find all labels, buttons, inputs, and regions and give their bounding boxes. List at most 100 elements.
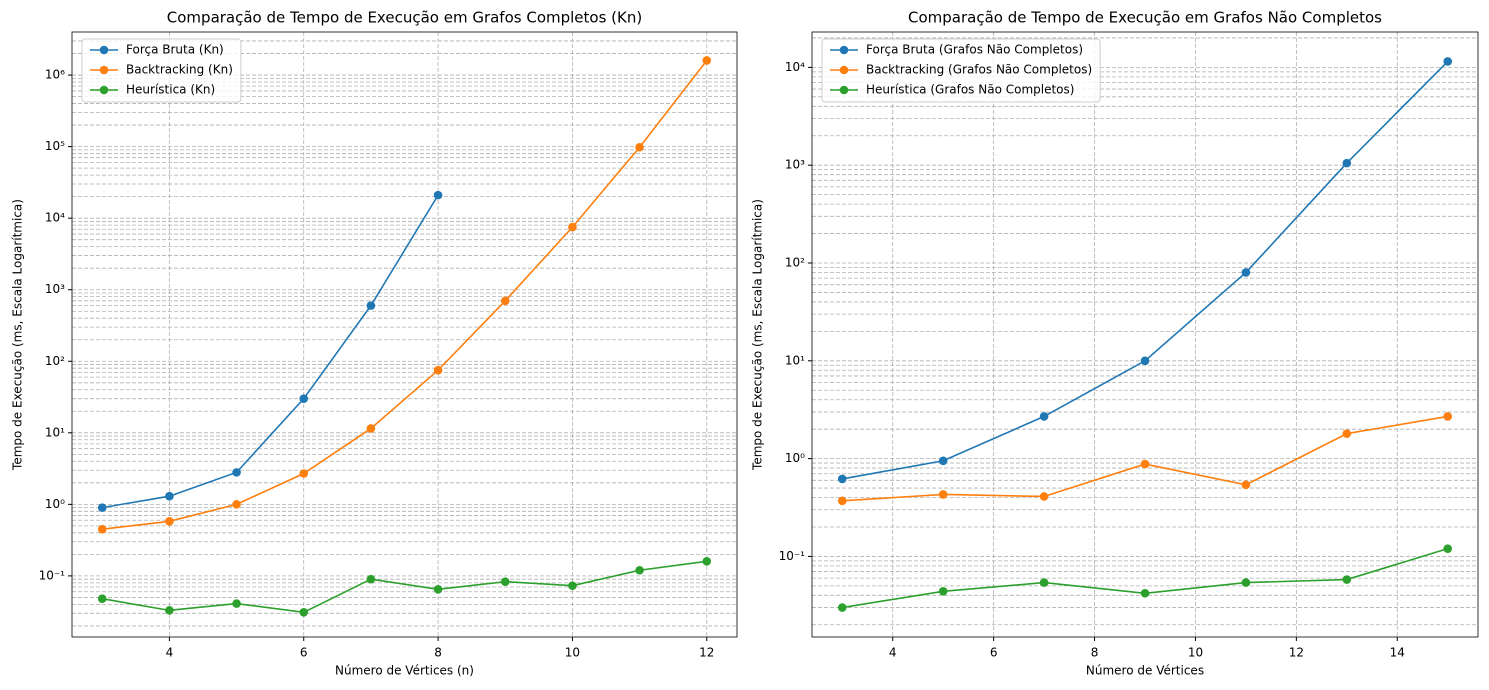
y-tick-label: 10² xyxy=(785,255,805,269)
x-axis-label: Número de Vértices (n) xyxy=(335,664,474,678)
series-line xyxy=(102,560,707,614)
y-axis-label: Tempo de Execução (ms, Escala Logarítmic… xyxy=(11,199,25,471)
data-point xyxy=(635,565,644,575)
y-tick-label: 10⁻¹ xyxy=(779,549,806,563)
y-tick-label: 10⁶ xyxy=(45,68,65,82)
data-point xyxy=(1241,480,1251,490)
data-point xyxy=(299,394,309,403)
y-tick-label: 10⁴ xyxy=(785,60,805,74)
data-point xyxy=(366,574,376,584)
data-point xyxy=(1039,492,1049,501)
data-point xyxy=(837,496,847,506)
x-tick-label: 6 xyxy=(300,646,308,660)
data-point xyxy=(837,474,847,484)
series-line xyxy=(102,194,439,509)
data-point xyxy=(1241,578,1251,587)
data-point xyxy=(1342,429,1352,438)
x-axis-label: Número de Vértices xyxy=(1086,664,1204,678)
x-tick-label: 12 xyxy=(699,646,714,660)
data-point xyxy=(299,607,309,617)
data-point xyxy=(1039,578,1049,587)
data-point xyxy=(433,365,443,375)
y-tick-label: 10⁰ xyxy=(785,451,805,465)
data-point xyxy=(366,424,376,433)
data-point xyxy=(1140,356,1150,366)
x-tick-label: 10 xyxy=(1188,646,1203,660)
data-point xyxy=(232,468,241,477)
data-point xyxy=(165,606,174,615)
legend-label: Backtracking (Grafos Não Completos) xyxy=(866,63,1092,77)
legend-marker xyxy=(99,85,109,95)
data-point xyxy=(938,490,948,499)
data-point xyxy=(1241,268,1251,277)
y-tick-label: 10¹ xyxy=(785,353,805,367)
data-point xyxy=(299,469,309,478)
y-tick-label: 10³ xyxy=(45,282,65,296)
data-point xyxy=(635,142,644,152)
y-tick-label: 10⁻¹ xyxy=(39,568,66,582)
legend-label: Força Bruta (Grafos Não Completos) xyxy=(866,43,1083,57)
x-tick-label: 12 xyxy=(1289,646,1304,660)
x-tick-label: 4 xyxy=(889,646,897,660)
data-point xyxy=(1039,412,1049,421)
data-point xyxy=(938,586,948,596)
legend-label: Heurística (Grafos Não Completos) xyxy=(866,83,1074,97)
data-point xyxy=(97,594,107,604)
x-tick-label: 6 xyxy=(990,646,998,660)
legend-marker xyxy=(99,45,109,55)
legend-label: Backtracking (Kn) xyxy=(126,63,233,77)
legend-label: Heurística (Kn) xyxy=(126,83,215,97)
data-point xyxy=(1443,57,1453,66)
data-point xyxy=(1443,412,1453,421)
y-tick-label: 10⁴ xyxy=(45,211,65,225)
y-axis-label: Tempo de Execução (ms, Escala Logarítmic… xyxy=(751,199,765,471)
legend-marker xyxy=(839,85,849,95)
data-point xyxy=(1342,158,1352,168)
axes-frame xyxy=(71,31,738,638)
chart-title: Comparação de Tempo de Execução em Grafo… xyxy=(167,9,642,27)
data-point xyxy=(568,581,577,590)
y-tick-label: 10¹ xyxy=(45,425,65,439)
data-point xyxy=(702,56,712,65)
legend-frame xyxy=(81,38,242,103)
data-point xyxy=(1140,459,1150,469)
x-tick-label: 10 xyxy=(565,646,580,660)
series-line xyxy=(102,59,708,530)
chart-title: Comparação de Tempo de Execução em Grafo… xyxy=(908,9,1382,27)
y-tick-label: 10² xyxy=(45,354,65,368)
x-tick-label: 4 xyxy=(166,646,174,660)
x-tick-label: 8 xyxy=(1091,646,1099,660)
subplot: 4 6 8 10 12 10⁻¹ 10⁰ 10¹ 10² 10³ 10⁴ 10⁵ 10⁶ Comparaç… xyxy=(11,9,738,678)
x-tick-label: 14 xyxy=(1390,646,1405,660)
data-point xyxy=(232,500,241,509)
legend: Força Bruta (Kn) Backtracking (Kn) Heuríst… xyxy=(81,38,242,103)
legend: Força Bruta (Grafos Não Completos) Backtr… xyxy=(821,38,1101,103)
x-tick-label: 8 xyxy=(434,646,442,660)
subplot: 4 6 8 10 12 14 10⁻¹ 10⁰ 10¹ 10² 10³ 10⁴ Comparação d… xyxy=(751,9,1479,678)
y-tick-label: 10⁰ xyxy=(45,497,65,511)
data-point xyxy=(702,557,712,566)
legend-marker xyxy=(839,65,849,75)
data-point xyxy=(433,190,443,200)
axes-frame xyxy=(811,31,1479,638)
data-point xyxy=(500,577,510,586)
y-tick-label: 10⁵ xyxy=(45,139,65,153)
legend-marker xyxy=(99,65,109,75)
data-point xyxy=(837,603,847,612)
data-point xyxy=(1140,588,1150,598)
data-point xyxy=(1443,544,1453,553)
y-tick-label: 10³ xyxy=(785,158,805,172)
data-point xyxy=(1342,575,1352,584)
data-point xyxy=(568,222,577,232)
data-point xyxy=(165,516,174,526)
legend-marker xyxy=(839,45,849,55)
data-point xyxy=(938,456,948,466)
data-point xyxy=(165,491,174,501)
series-line xyxy=(842,60,1449,480)
data-point xyxy=(97,503,107,512)
data-point xyxy=(500,296,510,306)
data-point xyxy=(232,599,241,608)
legend-frame xyxy=(821,38,1101,103)
data-point xyxy=(433,584,443,594)
